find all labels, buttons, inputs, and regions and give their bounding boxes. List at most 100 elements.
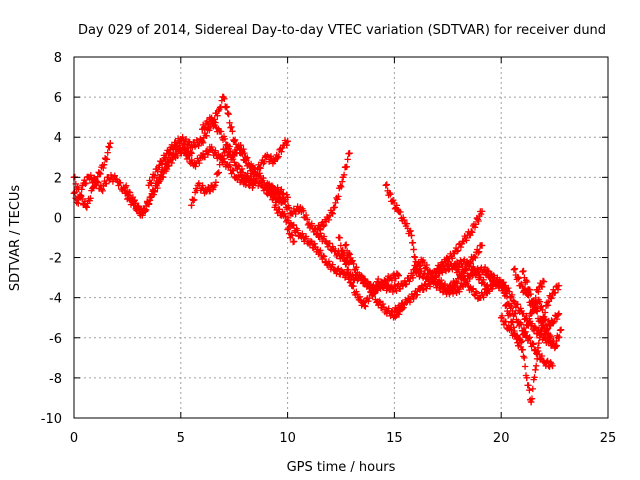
x-tick-label: 25 [600, 431, 617, 446]
data-point [517, 282, 524, 289]
data-point [532, 306, 539, 313]
y-tick-label: 4 [54, 131, 62, 146]
series-track-u [498, 282, 563, 406]
data-point [555, 310, 563, 317]
series-track-b [70, 144, 195, 217]
data-point [354, 294, 362, 301]
data-point [92, 178, 99, 185]
chart-title: Day 029 of 2014, Sidereal Day-to-day VTE… [78, 23, 606, 38]
data-point [542, 302, 550, 309]
data-point [451, 262, 458, 269]
data-point [545, 338, 552, 345]
data-point [122, 184, 129, 191]
data-point [480, 266, 488, 273]
data-point [540, 278, 548, 285]
x-tick-label: 10 [279, 431, 296, 446]
data-point [252, 170, 259, 177]
data-point [188, 202, 195, 209]
data-point [476, 294, 483, 301]
data-point [374, 278, 381, 285]
data-point [211, 182, 219, 189]
data-point [98, 186, 105, 193]
data-point [502, 302, 509, 309]
data-point [305, 238, 313, 245]
data-point [374, 298, 381, 305]
data-point [410, 246, 417, 253]
data-point [331, 204, 338, 211]
series-markers [314, 150, 353, 233]
data-point [288, 222, 296, 229]
data-point [190, 162, 197, 169]
data-point [83, 204, 90, 211]
data-point [410, 266, 417, 273]
data-point [233, 162, 240, 169]
data-point [521, 330, 528, 337]
data-point [96, 170, 103, 177]
data-point [498, 280, 505, 287]
data-point [271, 158, 278, 165]
data-point [408, 232, 415, 239]
data-point [339, 174, 347, 181]
data-point [254, 166, 261, 173]
data-point [348, 282, 355, 289]
data-point [344, 266, 351, 273]
data-point [314, 246, 321, 253]
data-point [322, 258, 330, 265]
data-point [156, 162, 163, 169]
data-point [549, 290, 556, 297]
y-axis-title: SDTVAR / TECUs [8, 185, 23, 292]
data-point [401, 220, 409, 227]
data-point [442, 258, 449, 265]
data-series [70, 93, 565, 406]
series-track-p [382, 181, 419, 265]
data-point [194, 182, 202, 189]
data-point [557, 326, 565, 333]
data-point [391, 308, 398, 315]
data-point [207, 146, 214, 153]
data-point [461, 266, 469, 273]
data-point [314, 226, 321, 233]
data-point [508, 318, 516, 325]
data-point [404, 298, 411, 305]
data-point [130, 198, 137, 205]
data-point [525, 286, 533, 293]
data-point [536, 298, 543, 305]
data-point [79, 182, 86, 189]
data-point [506, 326, 513, 333]
data-point [331, 266, 338, 273]
data-point [515, 342, 522, 349]
data-point [331, 248, 338, 255]
data-point [510, 266, 518, 273]
series-track-j [284, 224, 298, 246]
data-point [444, 286, 451, 293]
series-track-k [314, 150, 353, 233]
data-point [455, 286, 462, 293]
data-point [199, 126, 206, 133]
data-point [470, 254, 477, 261]
data-point [339, 270, 347, 277]
data-point [263, 182, 270, 189]
data-point [297, 204, 304, 211]
data-point [305, 220, 313, 227]
data-point [489, 274, 496, 281]
series-track-m [342, 241, 407, 321]
data-point [263, 154, 270, 161]
data-point [453, 278, 460, 285]
data-point [233, 174, 240, 181]
data-point [113, 176, 120, 183]
data-point [474, 216, 481, 223]
y-tick-label: 2 [54, 171, 62, 186]
data-point [199, 138, 206, 145]
data-point [527, 310, 535, 317]
data-point [107, 140, 114, 147]
data-point [177, 136, 184, 143]
data-point [468, 270, 475, 277]
data-point [549, 318, 556, 325]
data-point [224, 110, 231, 117]
data-point [284, 194, 291, 201]
series-track-r [433, 208, 486, 274]
data-point [433, 266, 441, 273]
data-point [271, 204, 278, 211]
data-point [348, 258, 355, 265]
data-point [515, 318, 522, 325]
